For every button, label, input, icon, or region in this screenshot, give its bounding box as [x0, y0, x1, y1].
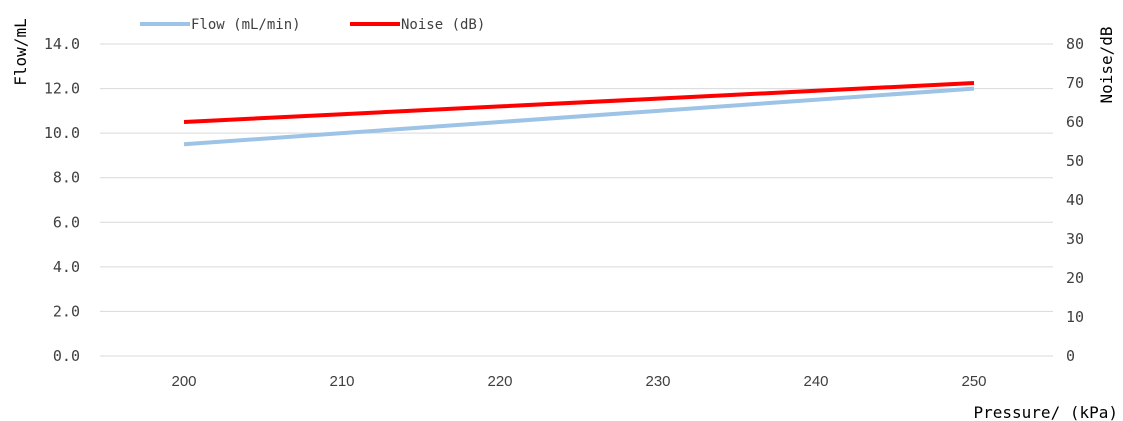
right-tick-label: 50 — [1066, 152, 1084, 170]
x-axis-title: Pressure/ (kPa) — [974, 403, 1119, 421]
left-tick-label: 8.0 — [53, 169, 80, 187]
y-axis-right-title: Noise/dB — [1097, 26, 1116, 103]
x-tick-label: 200 — [171, 373, 196, 390]
x-axis-ticks: 200 210 220 230 240 250 — [171, 373, 986, 390]
right-tick-label: 20 — [1066, 269, 1084, 287]
right-tick-label: 80 — [1066, 35, 1084, 53]
x-tick-label: 220 — [487, 373, 512, 390]
left-tick-label: 10.0 — [44, 124, 80, 142]
right-tick-label: 10 — [1066, 308, 1084, 326]
gridlines — [100, 43, 1053, 357]
x-tick-label: 230 — [645, 373, 670, 390]
right-tick-label: 70 — [1066, 74, 1084, 92]
series-line-flow — [183, 86, 975, 147]
x-tick-label: 210 — [329, 373, 354, 390]
left-axis-ticks: 0.0 2.0 4.0 6.0 8.0 10.0 12.0 14.0 — [44, 35, 80, 365]
left-tick-label: 0.0 — [53, 347, 80, 365]
left-tick-label: 6.0 — [53, 213, 80, 231]
x-tick-label: 250 — [961, 373, 986, 390]
legend-label-flow: Flow (mL/min) — [191, 17, 301, 33]
right-axis-ticks: 0 10 20 30 40 50 60 70 80 — [1066, 35, 1084, 365]
right-tick-label: 30 — [1066, 230, 1084, 248]
legend-label-noise: Noise (dB) — [401, 17, 485, 33]
series-lines — [183, 81, 975, 147]
right-tick-label: 40 — [1066, 191, 1084, 209]
right-tick-label: 60 — [1066, 113, 1084, 131]
right-tick-label: 0 — [1066, 347, 1075, 365]
left-tick-label: 4.0 — [53, 258, 80, 276]
left-tick-label: 12.0 — [44, 80, 80, 98]
x-tick-label: 240 — [803, 373, 828, 390]
left-tick-label: 2.0 — [53, 302, 80, 320]
y-axis-left-title: Flow/mL — [11, 18, 30, 85]
legend: Flow (mL/min) Noise (dB) — [140, 17, 485, 33]
left-tick-label: 14.0 — [44, 35, 80, 53]
series-line-noise — [183, 81, 975, 124]
